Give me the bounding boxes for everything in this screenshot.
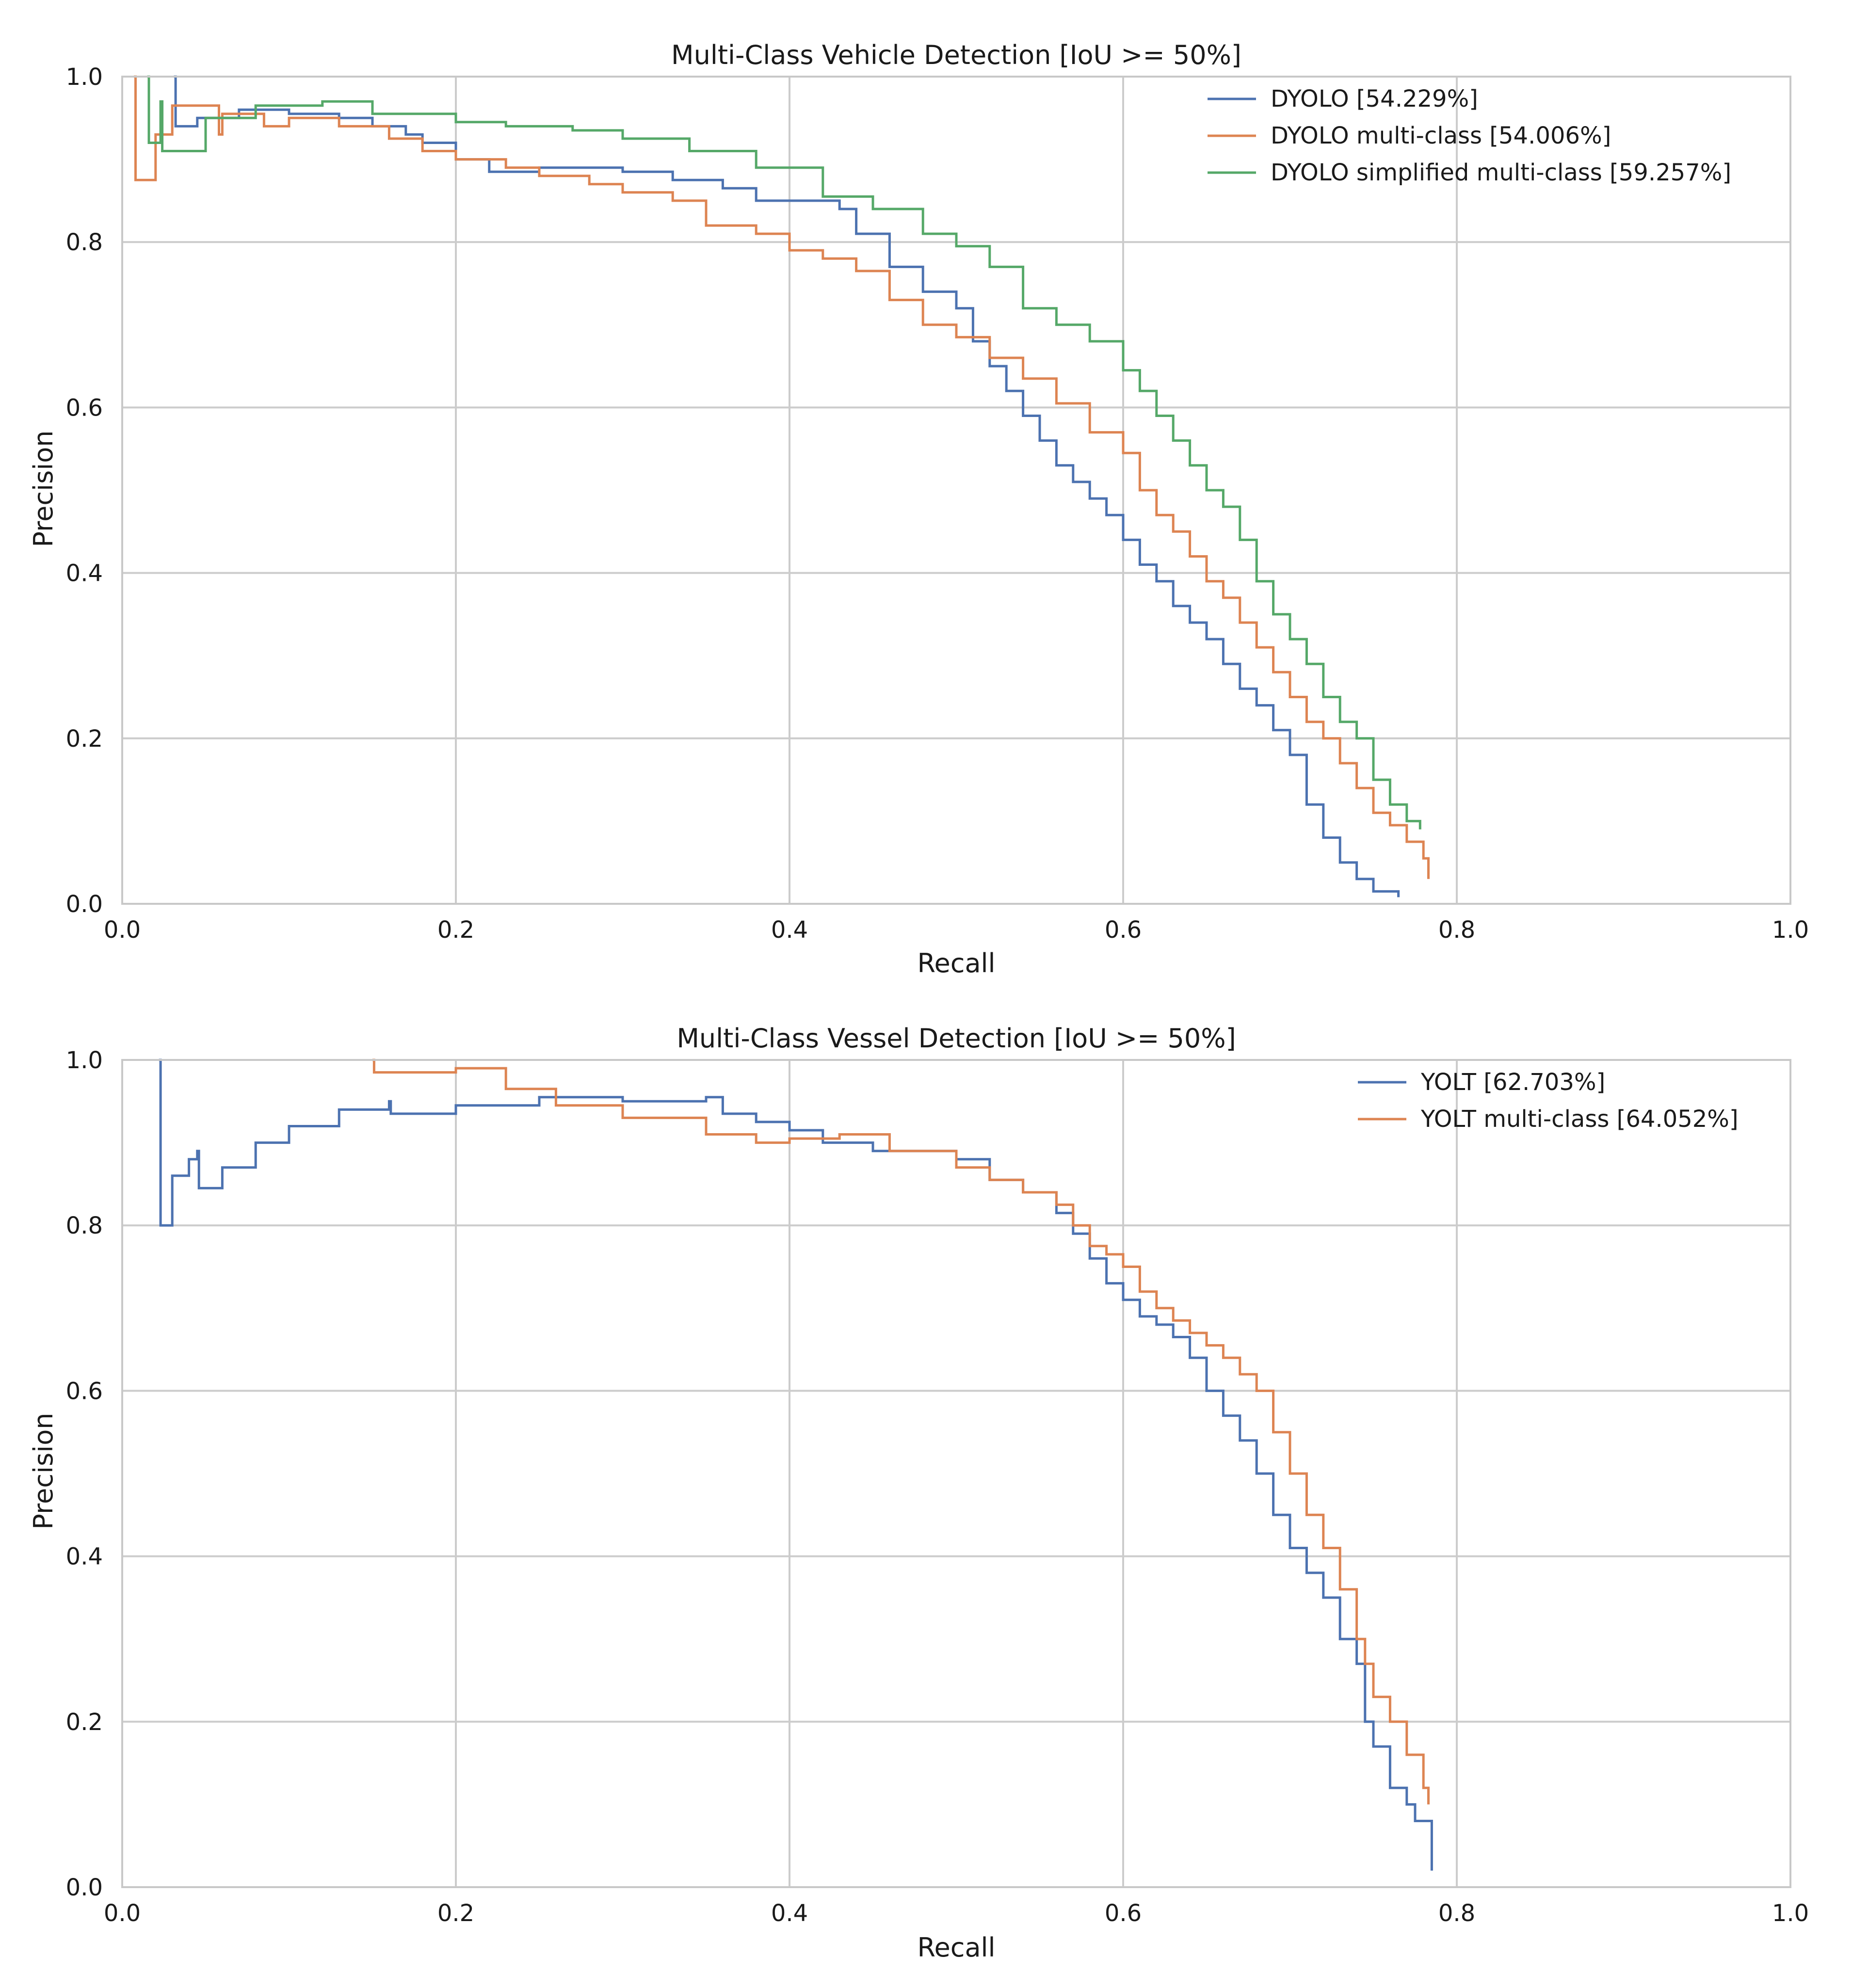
x-tick-label: 0.4 bbox=[771, 1900, 808, 1927]
x-tick-label: 0.6 bbox=[1105, 916, 1142, 944]
chart-title: Multi-Class Vehicle Detection [IoU >= 50… bbox=[671, 40, 1241, 70]
series-group bbox=[134, 75, 1430, 898]
x-tick-label: 0.0 bbox=[104, 916, 141, 944]
x-tick-label: 0.8 bbox=[1438, 1900, 1475, 1927]
plot-frame bbox=[121, 76, 1791, 905]
x-tick-label: 0.6 bbox=[1105, 1900, 1142, 1927]
legend-label: YOLT [62.703%] bbox=[1420, 1069, 1605, 1096]
y-tick-label: 0.6 bbox=[66, 394, 103, 421]
x-tick-label: 0.2 bbox=[437, 1900, 474, 1927]
x-tick-label: 0.2 bbox=[437, 916, 474, 944]
x-tick-label: 1.0 bbox=[1772, 1900, 1809, 1927]
vessel-detection-chart: Multi-Class Vessel Detection [IoU >= 50%… bbox=[28, 1023, 1809, 1963]
legend-label: YOLT multi-class [64.052%] bbox=[1420, 1106, 1739, 1133]
x-tick-labels: 0.0 0.2 0.4 0.6 0.8 1.0 bbox=[104, 1900, 1809, 1927]
y-axis-label: Precision bbox=[28, 431, 59, 547]
y-tick-label: 0.8 bbox=[66, 229, 103, 256]
y-tick-labels: 0.0 0.2 0.4 0.6 0.8 1.0 bbox=[66, 1047, 103, 1901]
y-tick-label: 0.4 bbox=[66, 1543, 103, 1571]
y-tick-label: 0.4 bbox=[66, 560, 103, 587]
x-tick-label: 0.4 bbox=[771, 916, 808, 944]
vehicle-detection-chart: Multi-Class Vehicle Detection [IoU >= 50… bbox=[28, 40, 1809, 978]
x-tick-labels: 0.0 0.2 0.4 0.6 0.8 1.0 bbox=[104, 916, 1809, 944]
x-tick-label: 0.0 bbox=[104, 1900, 141, 1927]
x-tick-label: 0.8 bbox=[1438, 916, 1475, 944]
y-tick-label: 0.8 bbox=[66, 1212, 103, 1239]
x-axis-label: Recall bbox=[917, 948, 995, 978]
x-axis-label: Recall bbox=[917, 1932, 995, 1963]
y-tick-labels: 0.0 0.2 0.4 0.6 0.8 1.0 bbox=[66, 64, 103, 918]
series-line-2 bbox=[147, 75, 1421, 830]
y-tick-label: 0.0 bbox=[66, 891, 103, 918]
y-tick-label: 0.2 bbox=[66, 725, 103, 753]
series-line-1 bbox=[372, 1058, 1430, 1805]
legend: YOLT [62.703%] YOLT multi-class [64.052%] bbox=[1358, 1069, 1739, 1133]
y-tick-label: 0.2 bbox=[66, 1709, 103, 1736]
series-line-0 bbox=[159, 1058, 1433, 1871]
series-line-1 bbox=[134, 75, 1430, 879]
series-group bbox=[159, 1058, 1433, 1871]
legend-label: DYOLO multi-class [54.006%] bbox=[1271, 122, 1611, 149]
legend-label: DYOLO simplified multi-class [59.257%] bbox=[1271, 159, 1731, 186]
chart-title: Multi-Class Vessel Detection [IoU >= 50%… bbox=[677, 1023, 1236, 1054]
legend: DYOLO [54.229%] DYOLO multi-class [54.006… bbox=[1208, 85, 1731, 186]
y-tick-label: 0.0 bbox=[66, 1874, 103, 1901]
y-tick-label: 1.0 bbox=[66, 64, 103, 91]
y-axis-label: Precision bbox=[28, 1413, 59, 1530]
y-tick-label: 0.6 bbox=[66, 1378, 103, 1405]
plot-frame bbox=[121, 1059, 1791, 1888]
x-tick-label: 1.0 bbox=[1772, 916, 1809, 944]
y-tick-label: 1.0 bbox=[66, 1047, 103, 1074]
legend-label: DYOLO [54.229%] bbox=[1271, 85, 1478, 112]
